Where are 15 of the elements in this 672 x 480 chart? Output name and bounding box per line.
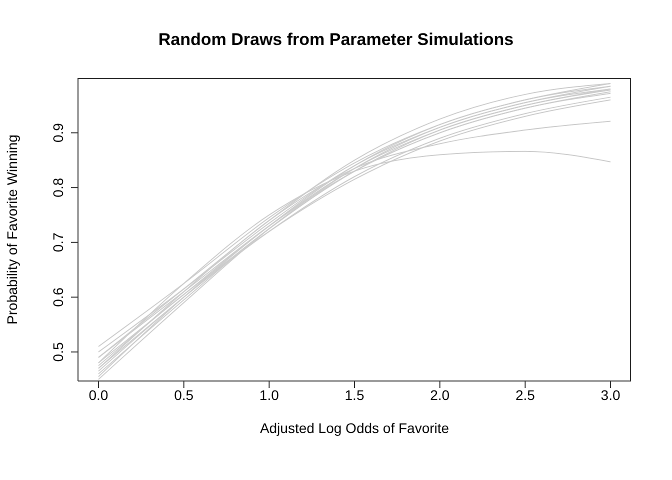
x-tick-label: 0.5 bbox=[174, 386, 194, 403]
y-tick-label: 0.9 bbox=[50, 122, 66, 143]
x-tick-label: 0.0 bbox=[88, 386, 108, 403]
x-tick-label: 1.0 bbox=[259, 386, 280, 403]
x-tick-label: 2.5 bbox=[515, 386, 536, 403]
x-tick-label: 1.5 bbox=[344, 386, 364, 403]
y-axis-title: Probability of Favorite Winning bbox=[4, 134, 20, 324]
x-axis-title: Adjusted Log Odds of Favorite bbox=[260, 420, 450, 436]
chart-title: Random Draws from Parameter Simulations bbox=[157, 30, 515, 50]
y-tick-label: 0.8 bbox=[50, 178, 66, 198]
y-tick-label: 0.5 bbox=[50, 342, 66, 362]
y-tick-label: 0.6 bbox=[50, 287, 66, 307]
y-tick-label: 0.7 bbox=[50, 232, 66, 252]
x-tick-label: 2.0 bbox=[430, 386, 450, 403]
x-tick-label: 3.0 bbox=[600, 386, 620, 403]
